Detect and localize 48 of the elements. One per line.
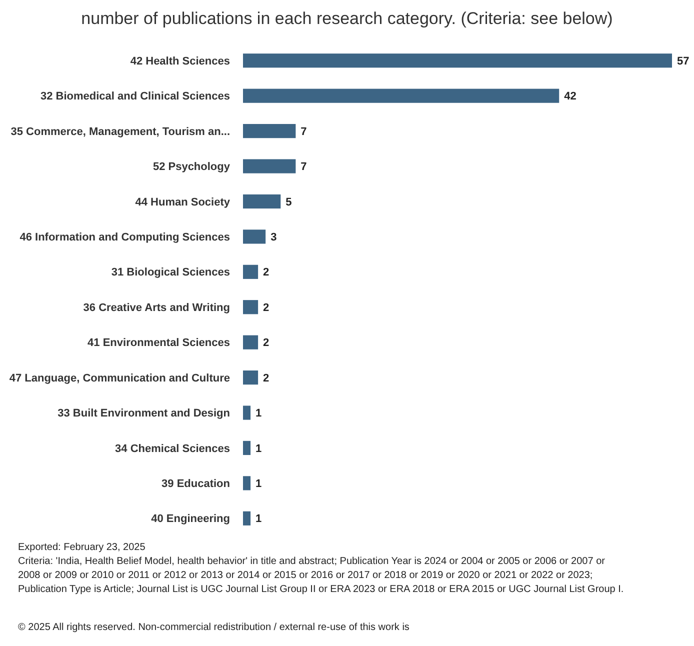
- text: © 2025 All rights reserved. Non-commercial redistribution / external re-use of this work is: [18, 622, 410, 633]
- y-tick-label: 31 Biological Sciences: [111, 266, 230, 279]
- bar: [243, 88, 560, 103]
- bar: [243, 370, 258, 385]
- y-tick-label: 52 Psychology: [152, 161, 231, 174]
- y-tick-label: 34 Chemical Sciences: [115, 442, 230, 455]
- data-label: 2: [263, 302, 270, 314]
- bar: [243, 159, 296, 174]
- bar: [243, 124, 296, 138]
- bar: [243, 440, 251, 456]
- bar: [243, 335, 258, 350]
- bar: [243, 406, 251, 420]
- y-tick-label: 32 Biomedical and Clinical Sciences: [40, 90, 230, 103]
- data-label: 2: [263, 372, 270, 384]
- bar: [243, 194, 281, 209]
- y-tick-label: 35 Commerce, Management, Tourism an...: [10, 126, 230, 138]
- y-tick-label: 40 Engineering: [151, 513, 230, 526]
- y-tick-label: 33 Built Environment and Design: [58, 408, 230, 420]
- bar: [243, 264, 258, 279]
- y-tick-label: 39 Education: [162, 478, 230, 490]
- bar: [243, 300, 258, 314]
- y-tick-label: 41 Environmental Sciences: [88, 337, 230, 350]
- chart-title: number of publications in each research category. (Criteria: see below): [81, 9, 613, 28]
- bar: [243, 511, 251, 526]
- data-label: 7: [300, 126, 307, 138]
- y-tick-label: 36 Creative Arts and Writing: [83, 302, 230, 314]
- text: Criteria: 'India, Health Belief Model, health behavior' in title and abstract; Publication Year is 2024 or 2004 or 2005 or 2006 or 2007 or: [18, 556, 606, 567]
- data-label: 1: [256, 442, 262, 455]
- bar: [243, 54, 672, 68]
- data-label: 5: [286, 196, 292, 208]
- y-tick-label: 44 Human Society: [135, 196, 231, 208]
- data-label: 7: [300, 161, 307, 174]
- data-label: 1: [256, 513, 262, 526]
- text: 2008 or 2009 or 2010 or 2011 or 2012 or 2013 or 2014 or 2015 or 2016 or 2017 or 2018 or 2019 or 2020 or 2021 or 2022 or 2023;: [18, 570, 593, 581]
- data-label: 2: [263, 266, 270, 279]
- y-tick-label: 47 Language, Communication and Culture: [9, 372, 230, 384]
- data-label: 42: [564, 90, 576, 103]
- data-label: 57: [677, 55, 690, 68]
- y-tick-label: 46 Information and Computing Sciences: [20, 232, 230, 244]
- bar: [243, 230, 266, 244]
- bar: [243, 476, 251, 490]
- data-label: 1: [256, 478, 262, 490]
- data-label: 1: [256, 408, 262, 420]
- data-label: 3: [270, 232, 277, 244]
- y-tick-label: 42 Health Sciences: [130, 55, 230, 68]
- text: Exported: February 23, 2025: [18, 542, 146, 553]
- text: Publication Type is Article; Journal List is UGC Journal List Group II or ERA 2023 or ERA 2018 or ERA 2015 or UGC Journal List Group I.: [18, 584, 624, 595]
- data-label: 2: [263, 337, 270, 350]
